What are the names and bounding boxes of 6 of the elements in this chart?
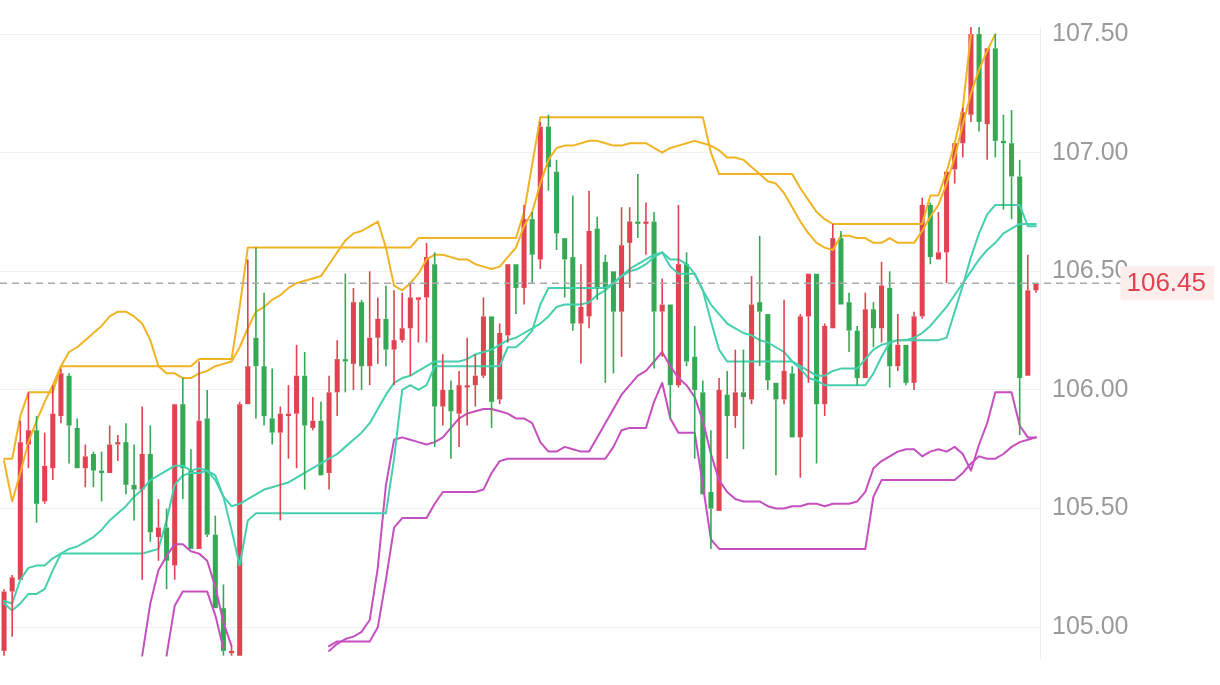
y-tick-label: 107.00 (1052, 136, 1129, 165)
y-tick-label: 107.50 (1052, 18, 1129, 47)
ref-line-label: 106.45 (1126, 267, 1207, 298)
y-tick-label: 105.50 (1052, 492, 1129, 521)
y-tick-label: 106.00 (1052, 373, 1129, 402)
y-tick-label: 105.00 (1052, 611, 1129, 640)
